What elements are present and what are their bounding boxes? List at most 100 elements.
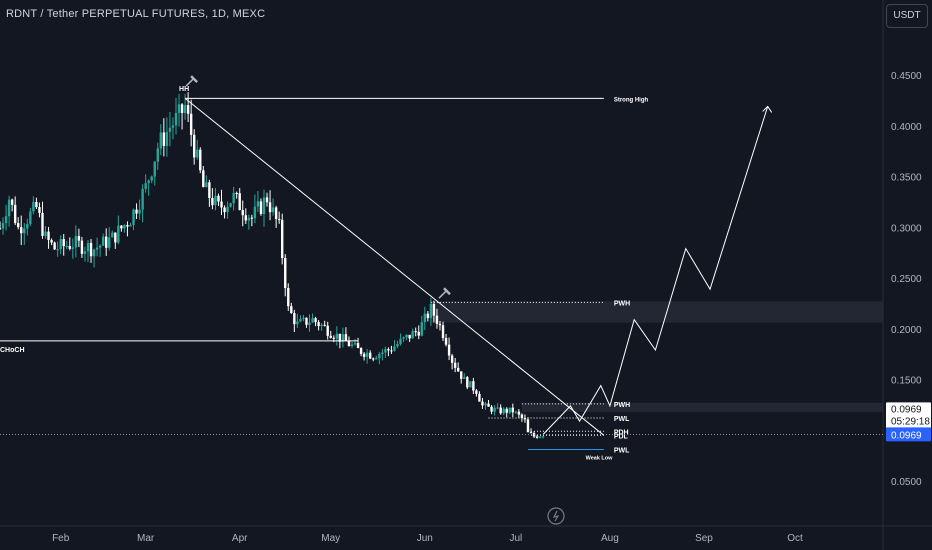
candle-body [368,352,372,359]
last-price-badge [886,427,931,442]
candle-body [426,313,430,319]
hammer-icon [443,287,451,296]
level-label: Strong High [614,97,649,103]
candle-body [153,161,156,177]
candle-body [217,195,220,202]
candle-body [299,319,302,322]
candle-body [256,201,260,207]
candle-body [135,209,138,214]
candle-body [144,183,147,189]
candle-body [159,132,163,149]
candle-body [38,207,41,213]
price-badge [886,402,931,429]
candle-body [13,204,17,224]
candle-body [423,313,427,323]
candle-body [535,436,539,438]
candle-body [481,401,484,406]
level-label: PDH [614,429,629,436]
y-tick-label: 0.0500 [891,477,922,488]
candle-body [456,367,460,372]
projection-arrowhead [762,105,773,113]
candle-body [460,371,463,379]
candle-body [502,408,505,414]
candle-body [359,348,363,354]
candle-body [168,127,172,132]
last-price-badge-value: 0.0969 [891,430,922,441]
candle-body [120,225,123,229]
level-label: PWL [614,448,630,455]
candle-body [414,331,417,333]
y-tick-label: 0.2500 [891,274,922,285]
currency-button[interactable]: USDT [886,4,928,28]
candle-body [353,343,357,345]
candle-body [0,228,2,230]
candle-body [323,324,326,326]
projection-path [542,106,769,435]
candle-body [463,377,466,379]
candle-body [10,199,14,205]
candle-body [56,249,59,251]
candle-body [189,113,193,135]
candle-body [132,209,135,225]
candle-body [29,211,32,224]
candle-body [317,322,320,327]
candle-body [259,201,263,215]
candle-body [493,408,496,412]
candle-body [183,105,187,114]
candle-body [80,240,84,254]
candle-body [405,334,408,338]
candle-body [441,325,445,339]
candle-body [432,304,436,316]
candle-body [74,236,78,248]
candle-body [396,344,399,347]
candle-body [253,206,257,219]
candle-body [65,246,68,248]
candle-body [375,358,378,360]
candle-body [268,202,272,213]
candle-body [171,125,175,128]
candle-body [478,393,481,402]
candle-body [98,245,102,248]
candle-body [466,377,469,388]
candle-body [344,334,348,342]
candle-body [280,219,284,259]
candle-body [35,201,38,208]
candle-body [356,343,360,349]
candle-body [399,338,402,345]
candle-body [226,206,229,213]
candle-body [338,333,342,342]
candle-body [435,315,439,324]
candle-body [123,225,126,229]
candle-body [475,390,478,394]
x-tick-label: Jul [509,533,522,544]
candle-body [180,104,184,114]
candle-body [308,322,311,325]
candle-body [141,188,144,210]
candle-body [284,258,287,289]
candle-body [365,352,369,357]
x-tick-label: Sep [695,533,713,544]
y-tick-label: 0.2000 [891,325,922,336]
candle-body [150,176,153,181]
candle-body [235,192,238,194]
zone-1 [521,402,883,412]
candle-body [214,195,217,206]
candle-body [438,323,442,326]
x-tick-label: Apr [232,533,248,544]
y-tick-label: 0.4000 [891,122,922,133]
lightning-icon [552,510,560,522]
candle-body [453,362,457,368]
candle-body [429,304,433,319]
candle-body [390,350,393,352]
candle-body [156,148,159,162]
candle-body [138,209,141,214]
x-tick-label: Aug [601,533,619,544]
candle-body [274,207,278,220]
candle-body [83,251,87,254]
candle-body [523,418,527,420]
candle-body [290,306,293,314]
candle-body [350,344,354,347]
candle-body [101,236,105,246]
